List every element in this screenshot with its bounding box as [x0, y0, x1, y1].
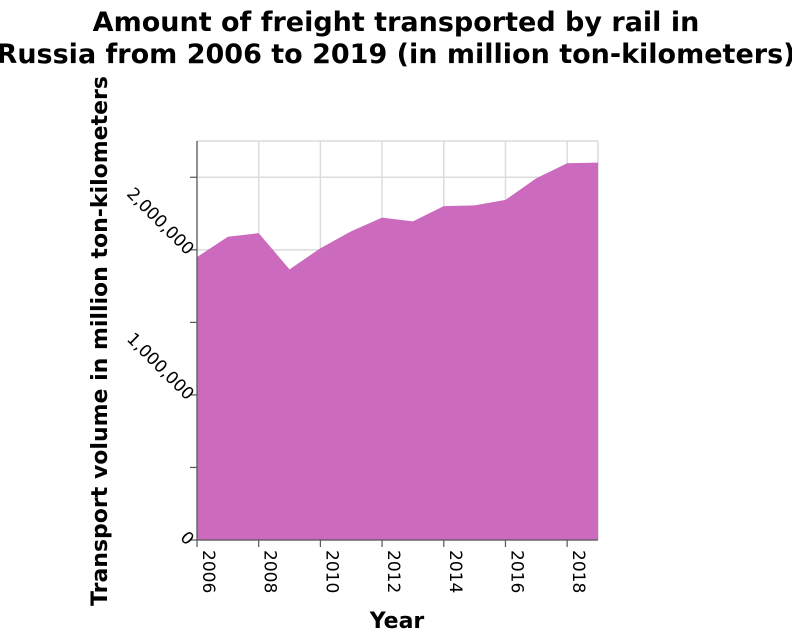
y-axis-title: Transport volume in million ton-kilomete…: [88, 76, 113, 606]
area-series: [197, 162, 598, 540]
chart-title-line-2: Russia from 2006 to 2019 (in million ton…: [0, 39, 792, 70]
axes: [190, 141, 598, 547]
y-tick-label: 0: [176, 528, 198, 550]
x-tick-label: 2014: [445, 550, 465, 593]
x-tick-label: 2008: [260, 550, 280, 593]
x-tick-label: 2016: [506, 550, 526, 593]
y-tick-label: 2,000,000: [122, 184, 197, 259]
x-tick-labels: 2006 2008 2010 2012 2014 2016 2018: [198, 550, 588, 593]
x-tick-label: 2018: [568, 550, 588, 593]
x-tick-label: 2010: [321, 550, 341, 593]
y-tick-label: 1,000,000: [122, 329, 197, 404]
chart-title-line-1: Amount of freight transported by rail in: [93, 7, 700, 38]
x-axis-title: Year: [369, 609, 425, 634]
x-tick-label: 2006: [198, 550, 218, 593]
x-tick-label: 2012: [383, 550, 403, 593]
y-tick-labels: 0 1,000,000 2,000,000: [122, 184, 197, 550]
